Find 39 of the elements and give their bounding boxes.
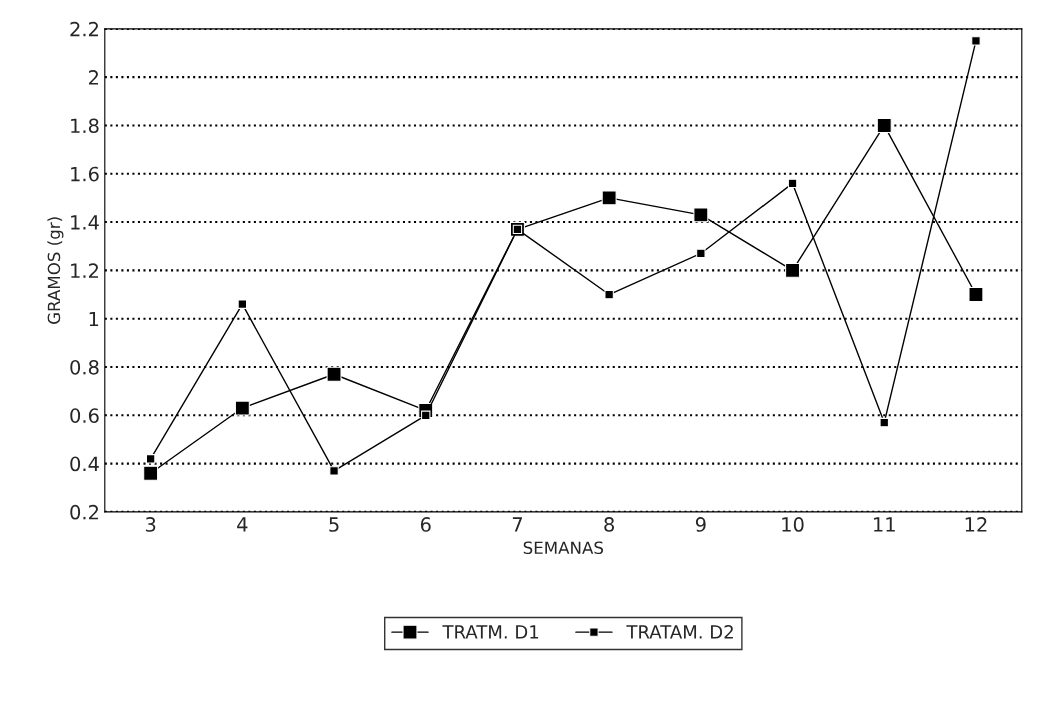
x-tick-label: 7 <box>512 517 522 532</box>
y-axis-title: GRAMOS (gr) <box>47 217 64 324</box>
point <box>787 178 798 189</box>
point <box>601 190 617 206</box>
y-tick-label: 0.6 <box>70 408 99 423</box>
point <box>234 400 250 416</box>
y-tick-label: 2 <box>88 70 98 85</box>
x-axis-title: SEMANAS <box>523 541 604 555</box>
point <box>604 289 614 300</box>
point <box>693 207 709 223</box>
point <box>696 248 706 259</box>
y-tick-label: 1 <box>89 311 99 327</box>
x-tick-label: 8 <box>604 517 615 532</box>
y-tick-label: 1.2 <box>71 263 98 278</box>
point <box>785 262 801 278</box>
x-tick-label: 3 <box>145 517 156 532</box>
x-tick-label: 6 <box>420 517 431 532</box>
y-tick-label: 2.2 <box>70 21 98 37</box>
y-tick-label: 0.4 <box>70 456 99 472</box>
x-tick-label: 9 <box>695 517 706 532</box>
point <box>879 417 889 428</box>
x-tick-label: 5 <box>329 517 339 532</box>
point <box>329 466 339 476</box>
y-tick-label: 1.6 <box>71 166 99 182</box>
x-tick-label: 4 <box>237 517 248 532</box>
x-tick-label: 12 <box>965 517 987 532</box>
y-tick-label: 1.8 <box>71 118 99 134</box>
point <box>971 36 981 46</box>
x-tick-label: 11 <box>874 517 895 532</box>
point <box>968 287 984 302</box>
y-tick-label: 1.4 <box>71 215 99 230</box>
legend-label: TRATM. D1 <box>442 625 539 639</box>
legend-label: TRATAM. D2 <box>626 625 733 639</box>
y-tick-label: 0.2 <box>70 504 98 520</box>
point <box>143 465 159 481</box>
point <box>326 366 342 382</box>
point <box>876 117 892 133</box>
y-tick-label: 0.8 <box>70 359 99 375</box>
x-tick-label: 10 <box>782 517 804 532</box>
